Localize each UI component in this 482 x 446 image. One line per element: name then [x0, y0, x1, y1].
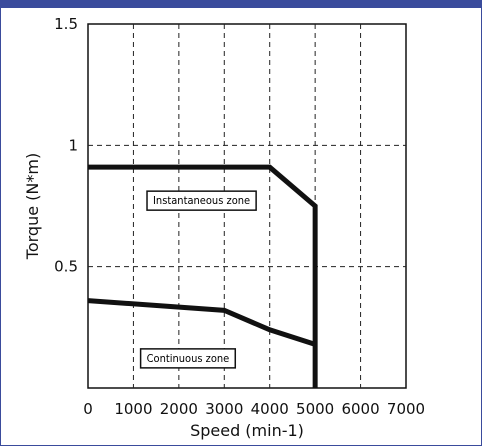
zone-annotation: Continuous zone [139, 348, 237, 369]
x-tick-label: 4000 [251, 400, 289, 418]
y-tick-label: 0.5 [54, 258, 78, 276]
series-group [87, 164, 318, 388]
zone-label: Instantaneous zone [153, 194, 250, 207]
x-tick-label: 2000 [160, 400, 198, 418]
y-axis-ticks: 0.5 1 1.5 [54, 15, 78, 276]
zone-label: Continuous zone [147, 352, 230, 365]
zone-label-box [146, 190, 257, 211]
y-tick-label: 1 [68, 136, 78, 154]
x-tick-label: 6000 [341, 400, 379, 418]
y-tick-label: 1.5 [54, 15, 78, 33]
x-tick-label: 0 [83, 400, 93, 418]
x-tick-label: 3000 [205, 400, 243, 418]
series-line-1 [88, 164, 318, 388]
series-line-2 [87, 298, 316, 347]
x-axis-ticks: 0 1000 2000 3000 4000 5000 6000 7000 [83, 400, 425, 418]
x-tick-label: 5000 [296, 400, 334, 418]
zone-annotation: Instantaneous zone [146, 190, 257, 211]
annotations: Instantaneous zone Continuous zone [139, 190, 257, 369]
x-tick-label: 7000 [387, 400, 425, 418]
x-tick-label: 1000 [114, 400, 152, 418]
plot-area [87, 23, 407, 389]
x-axis-label: Speed (min-1) [190, 421, 304, 440]
zone-label-box [139, 348, 237, 369]
y-axis-label: Torque (N*m) [23, 153, 42, 260]
